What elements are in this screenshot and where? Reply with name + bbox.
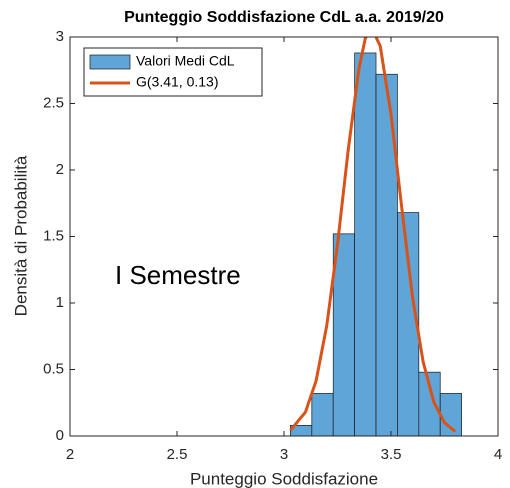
chart-title: Punteggio Soddisfazione CdL a.a. 2019/20 <box>124 9 444 26</box>
x-tick-label: 3 <box>280 446 288 463</box>
fit-curve <box>289 37 457 433</box>
bar <box>332 233 355 436</box>
x-tick-label: 4 <box>494 446 502 463</box>
bar <box>397 212 420 436</box>
x-tick-label: 2.5 <box>167 446 188 463</box>
y-tick-label: 1.5 <box>43 227 64 244</box>
legend: Valori Medi CdL G(3.41, 0.13) <box>83 47 263 97</box>
y-tick-label: 2 <box>56 161 64 178</box>
bar <box>375 73 398 436</box>
x-tick-label: 2 <box>66 446 74 463</box>
bar <box>354 52 377 436</box>
y-tick-label: 2.5 <box>43 94 64 111</box>
x-axis-label: Punteggio Soddisfazione <box>190 469 378 488</box>
plot <box>289 37 462 436</box>
annotation: I Semestre <box>115 260 241 290</box>
y-tick-label: 1 <box>56 294 64 311</box>
legend-label: Valori Medi CdL <box>136 53 235 69</box>
y-tick-label: 0.5 <box>43 360 64 377</box>
y-axis-label: Densità di Probabilità <box>11 155 30 316</box>
legend-swatch <box>89 54 131 70</box>
legend-label: G(3.41, 0.13) <box>136 74 219 90</box>
x-tick-label: 3.5 <box>381 446 402 463</box>
bar <box>311 393 334 436</box>
y-tick-label: 0 <box>56 427 64 444</box>
y-tick-label: 3 <box>56 28 64 45</box>
